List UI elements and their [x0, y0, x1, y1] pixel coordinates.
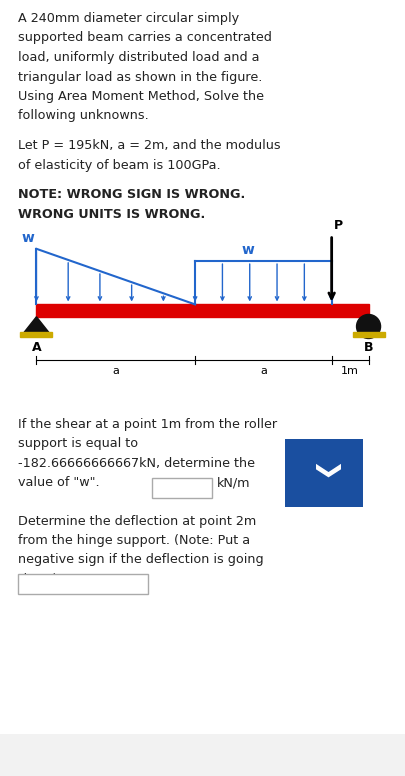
Text: following unknowns.: following unknowns.: [18, 109, 149, 123]
Text: down): down): [18, 573, 58, 586]
Bar: [20, 332, 53, 337]
Bar: [18, 574, 148, 594]
Text: WRONG UNITS IS WRONG.: WRONG UNITS IS WRONG.: [18, 207, 205, 220]
Bar: [352, 332, 385, 337]
Text: from the hinge support. (Note: Put a: from the hinge support. (Note: Put a: [18, 534, 250, 547]
Text: a: a: [112, 366, 119, 376]
Text: value of "w".: value of "w".: [18, 476, 100, 490]
Text: supported beam carries a concentrated: supported beam carries a concentrated: [18, 32, 272, 44]
Text: B: B: [364, 341, 373, 355]
Text: triangular load as shown in the figure.: triangular load as shown in the figure.: [18, 71, 262, 84]
Text: ↩: ↩: [315, 745, 334, 765]
Text: P: P: [334, 219, 343, 232]
Text: ❯: ❯: [311, 462, 337, 483]
Text: Using Area Moment Method, Solve the: Using Area Moment Method, Solve the: [18, 90, 264, 103]
Text: w: w: [241, 243, 254, 257]
Text: a: a: [260, 366, 267, 376]
Bar: [0, 734, 405, 776]
Text: Let P = 195kN, a = 2m, and the modulus: Let P = 195kN, a = 2m, and the modulus: [18, 139, 281, 152]
Text: of elasticity of beam is 100GPa.: of elasticity of beam is 100GPa.: [18, 158, 221, 171]
Text: ⌂: ⌂: [195, 745, 209, 765]
Text: Determine the deflection at point 2m: Determine the deflection at point 2m: [18, 514, 256, 528]
Text: A 240mm diameter circular simply: A 240mm diameter circular simply: [18, 12, 239, 25]
Text: 1m: 1m: [341, 366, 359, 376]
Text: load, uniformly distributed load and a: load, uniformly distributed load and a: [18, 51, 260, 64]
Polygon shape: [22, 317, 51, 334]
Text: NOTE: WRONG SIGN IS WRONG.: NOTE: WRONG SIGN IS WRONG.: [18, 188, 245, 201]
Text: support is equal to: support is equal to: [18, 438, 138, 451]
Text: negative sign if the deflection is going: negative sign if the deflection is going: [18, 553, 264, 566]
Bar: [152, 477, 212, 497]
Text: -182.66666666667kN, determine the: -182.66666666667kN, determine the: [18, 457, 255, 470]
Text: ≡: ≡: [71, 745, 90, 765]
Bar: [285, 438, 363, 507]
Text: kN/m: kN/m: [217, 476, 251, 490]
Text: If the shear at a point 1m from the roller: If the shear at a point 1m from the roll…: [18, 418, 277, 431]
Circle shape: [356, 314, 381, 338]
Text: A: A: [32, 341, 41, 355]
Bar: [36, 304, 369, 317]
Text: w: w: [21, 230, 34, 244]
